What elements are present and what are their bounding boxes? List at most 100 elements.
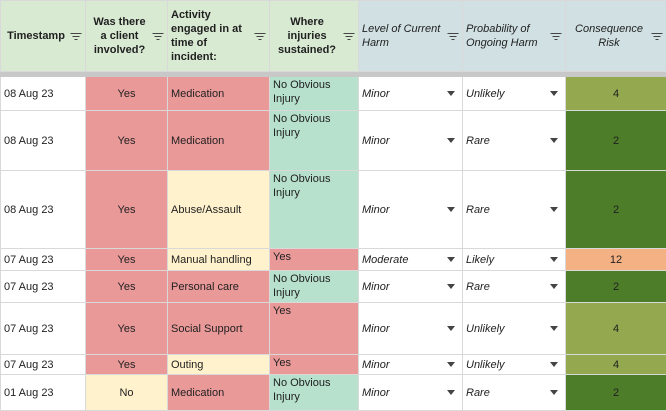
cell-client[interactable]: Yes xyxy=(86,249,168,271)
filter-icon[interactable] xyxy=(447,32,459,41)
current-harm-value: Minor xyxy=(362,135,390,147)
filter-icon[interactable] xyxy=(152,32,164,41)
ongoing-harm-value: Unlikely xyxy=(466,88,505,100)
cell-timestamp[interactable]: 07 Aug 23 xyxy=(1,249,86,271)
dropdown-arrow-icon[interactable] xyxy=(550,138,558,143)
filter-icon[interactable] xyxy=(70,32,82,41)
cell-current-harm-dropdown[interactable]: Minor xyxy=(359,111,463,171)
cell-activity[interactable]: Social Support xyxy=(168,303,270,355)
cell-ongoing-harm-dropdown[interactable]: Rare xyxy=(463,171,566,249)
cell-timestamp[interactable]: 07 Aug 23 xyxy=(1,303,86,355)
cell-client[interactable]: Yes xyxy=(86,271,168,303)
cell-current-harm-dropdown[interactable]: Minor xyxy=(359,303,463,355)
dropdown-arrow-icon[interactable] xyxy=(447,326,455,331)
cell-client[interactable]: Yes xyxy=(86,355,168,375)
cell-activity[interactable]: Personal care xyxy=(168,271,270,303)
cell-risk[interactable]: 2 xyxy=(566,171,666,249)
cell-current-harm-dropdown[interactable]: Minor xyxy=(359,77,463,111)
cell-timestamp[interactable]: 01 Aug 23 xyxy=(1,375,86,411)
header-activity-label: Activity engaged in at time of incident: xyxy=(171,8,252,64)
cell-client[interactable]: No xyxy=(86,375,168,411)
dropdown-arrow-icon[interactable] xyxy=(447,138,455,143)
cell-timestamp[interactable]: 08 Aug 23 xyxy=(1,111,86,171)
cell-risk[interactable]: 2 xyxy=(566,271,666,303)
cell-ongoing-harm-dropdown[interactable]: Rare xyxy=(463,271,566,303)
cell-ongoing-harm-dropdown[interactable]: Rare xyxy=(463,375,566,411)
timestamp-value: 07 Aug 23 xyxy=(4,254,54,266)
cell-ongoing-harm-dropdown[interactable]: Unlikely xyxy=(463,303,566,355)
cell-current-harm-dropdown[interactable]: Minor xyxy=(359,375,463,411)
injuries-value: No Obvious Injury xyxy=(273,113,330,139)
cell-current-harm-dropdown[interactable]: Minor xyxy=(359,171,463,249)
cell-timestamp[interactable]: 07 Aug 23 xyxy=(1,271,86,303)
cell-injuries[interactable]: No Obvious Injury xyxy=(270,111,359,171)
cell-ongoing-harm-dropdown[interactable]: Unlikely xyxy=(463,77,566,111)
dropdown-arrow-icon[interactable] xyxy=(447,284,455,289)
injuries-value: Yes xyxy=(273,357,291,369)
cell-activity[interactable]: Abuse/Assault xyxy=(168,171,270,249)
cell-client[interactable]: Yes xyxy=(86,171,168,249)
cell-injuries[interactable]: No Obvious Injury xyxy=(270,375,359,411)
cell-activity[interactable]: Medication xyxy=(168,77,270,111)
cell-client[interactable]: Yes xyxy=(86,303,168,355)
dropdown-arrow-icon[interactable] xyxy=(550,284,558,289)
cell-timestamp[interactable]: 07 Aug 23 xyxy=(1,355,86,375)
cell-timestamp[interactable]: 08 Aug 23 xyxy=(1,171,86,249)
cell-ongoing-harm-dropdown[interactable]: Rare xyxy=(463,111,566,171)
cell-risk[interactable]: 12 xyxy=(566,249,666,271)
dropdown-arrow-icon[interactable] xyxy=(550,207,558,212)
cell-timestamp[interactable]: 08 Aug 23 xyxy=(1,77,86,111)
cell-ongoing-harm-dropdown[interactable]: Likely xyxy=(463,249,566,271)
cell-activity[interactable]: Medication xyxy=(168,375,270,411)
filter-icon[interactable] xyxy=(254,32,266,41)
cell-injuries[interactable]: No Obvious Injury xyxy=(270,271,359,303)
cell-risk[interactable]: 2 xyxy=(566,375,666,411)
dropdown-arrow-icon[interactable] xyxy=(550,91,558,96)
cell-risk[interactable]: 4 xyxy=(566,355,666,375)
injuries-value: Yes xyxy=(273,305,291,317)
dropdown-arrow-icon[interactable] xyxy=(550,362,558,367)
filter-icon[interactable] xyxy=(343,32,355,41)
dropdown-arrow-icon[interactable] xyxy=(447,362,455,367)
dropdown-arrow-icon[interactable] xyxy=(447,207,455,212)
cell-activity[interactable]: Manual handling xyxy=(168,249,270,271)
dropdown-arrow-icon[interactable] xyxy=(550,326,558,331)
header-injuries[interactable]: Where injuries sustained? xyxy=(270,1,359,72)
cell-client[interactable]: Yes xyxy=(86,111,168,171)
cell-risk[interactable]: 2 xyxy=(566,111,666,171)
dropdown-arrow-icon[interactable] xyxy=(550,257,558,262)
client-value: No xyxy=(119,387,133,399)
cell-current-harm-dropdown[interactable]: Moderate xyxy=(359,249,463,271)
dropdown-arrow-icon[interactable] xyxy=(550,390,558,395)
cell-injuries[interactable]: Yes xyxy=(270,355,359,375)
dropdown-arrow-icon[interactable] xyxy=(447,91,455,96)
filter-icon[interactable] xyxy=(550,32,562,41)
dropdown-arrow-icon[interactable] xyxy=(447,257,455,262)
cell-current-harm-dropdown[interactable]: Minor xyxy=(359,355,463,375)
cell-injuries[interactable]: Yes xyxy=(270,303,359,355)
cell-risk[interactable]: 4 xyxy=(566,77,666,111)
timestamp-value: 01 Aug 23 xyxy=(4,387,54,399)
cell-activity[interactable]: Outing xyxy=(168,355,270,375)
header-timestamp[interactable]: Timestamp xyxy=(1,1,86,72)
cell-injuries[interactable]: Yes xyxy=(270,249,359,271)
filter-icon[interactable] xyxy=(651,32,663,41)
header-activity[interactable]: Activity engaged in at time of incident: xyxy=(168,1,270,72)
cell-ongoing-harm-dropdown[interactable]: Unlikely xyxy=(463,355,566,375)
cell-injuries[interactable]: No Obvious Injury xyxy=(270,171,359,249)
cell-injuries[interactable]: No Obvious Injury xyxy=(270,77,359,111)
cell-current-harm-dropdown[interactable]: Minor xyxy=(359,271,463,303)
cell-activity[interactable]: Medication xyxy=(168,111,270,171)
header-ongoing-harm-label: Probability of Ongoing Harm xyxy=(466,22,548,50)
header-ongoing-harm[interactable]: Probability of Ongoing Harm xyxy=(463,1,566,72)
dropdown-arrow-icon[interactable] xyxy=(447,390,455,395)
cell-risk[interactable]: 4 xyxy=(566,303,666,355)
header-risk[interactable]: Consequence Risk xyxy=(566,1,666,72)
risk-value: 4 xyxy=(613,88,619,100)
header-current-harm[interactable]: Level of Current Harm xyxy=(359,1,463,72)
cell-client[interactable]: Yes xyxy=(86,77,168,111)
header-client[interactable]: Was there a client involved? xyxy=(86,1,168,72)
header-current-harm-label: Level of Current Harm xyxy=(362,22,445,50)
